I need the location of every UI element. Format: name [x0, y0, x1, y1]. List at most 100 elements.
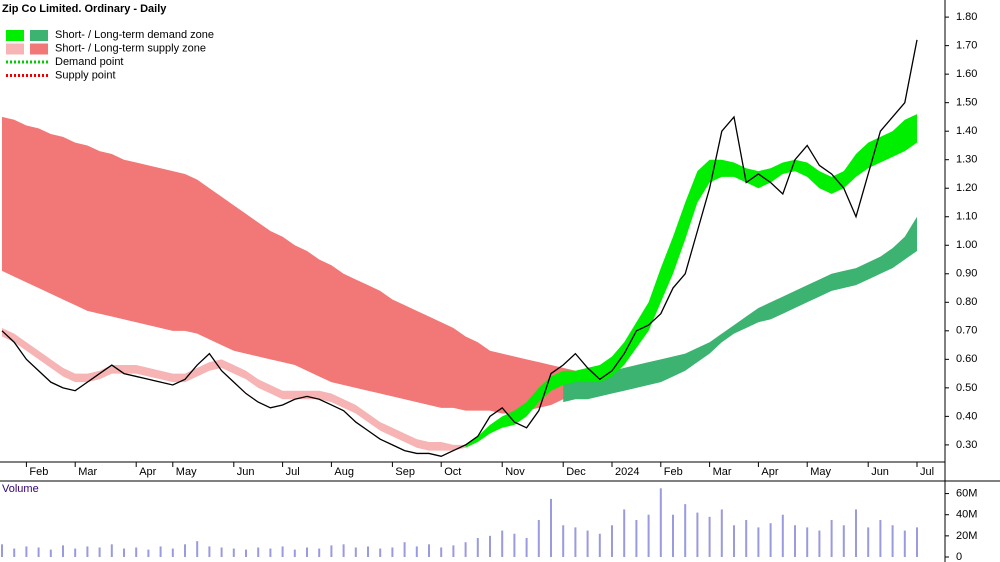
volume-bar: [86, 546, 89, 557]
volume-bar: [586, 530, 589, 557]
volume-bar: [391, 547, 394, 557]
volume-tick-label: 40M: [956, 509, 977, 521]
volume-bar: [171, 548, 174, 557]
zone-band: [563, 216, 917, 403]
y-tick-label: 0.80: [956, 296, 977, 308]
legend-label: Supply point: [55, 69, 116, 81]
volume-bar: [98, 547, 101, 557]
volume-bar: [574, 527, 577, 557]
volume-bar: [830, 520, 833, 557]
volume-bar: [330, 545, 333, 557]
volume-bar: [781, 514, 784, 557]
x-tick-label: Jul: [286, 466, 300, 478]
volume-bar: [513, 533, 516, 557]
volume-bar: [452, 545, 455, 557]
volume-bar: [684, 504, 687, 557]
volume-bar: [196, 541, 199, 557]
x-tick-label: Feb: [29, 466, 48, 478]
volume-bar: [659, 488, 662, 557]
y-tick-label: 1.50: [956, 97, 977, 109]
volume-bar: [318, 548, 321, 557]
legend-label: Short- / Long-term demand zone: [55, 29, 214, 41]
legend-swatch: [30, 30, 48, 41]
y-tick-label: 0.30: [956, 439, 977, 451]
volume-bar: [184, 544, 186, 557]
x-tick-label: Apr: [761, 466, 778, 478]
volume-bar: [623, 509, 626, 557]
plot: [1, 39, 918, 457]
volume-bar: [489, 535, 491, 557]
y-tick-label: 1.30: [956, 154, 977, 166]
y-tick-label: 0.60: [956, 353, 977, 365]
volume-bar: [159, 546, 162, 557]
volume-bar: [672, 514, 674, 557]
y-tick-label: 1.80: [956, 11, 977, 23]
volume-bar: [403, 542, 406, 557]
volume-bar: [598, 533, 601, 557]
legend-label: Short- / Long-term supply zone: [55, 42, 206, 54]
volume-bar: [415, 546, 418, 557]
volume-bar: [464, 542, 467, 557]
volume-bar: [696, 512, 699, 557]
volume-bar: [269, 548, 272, 557]
volume-bar: [354, 547, 357, 557]
volume-bar: [720, 509, 723, 557]
y-tick-label: 0.90: [956, 268, 977, 280]
volume-bar: [757, 527, 760, 557]
y-tick-label: 0.50: [956, 382, 977, 394]
x-tick-label: 2024: [615, 466, 639, 478]
volume-bar: [891, 525, 894, 557]
volume-bar: [611, 525, 613, 557]
volume-bar: [501, 530, 504, 557]
x-tick-label: Jun: [237, 466, 255, 478]
volume-bar: [745, 520, 748, 557]
volume-bar: [525, 537, 528, 557]
volume-bar: [25, 546, 28, 557]
price-line: [1, 39, 918, 457]
volume-bar: [232, 548, 235, 557]
volume-bar: [769, 523, 772, 557]
volume-bar: [647, 514, 650, 557]
volume-bar: [208, 546, 211, 557]
volume-bar: [806, 527, 809, 557]
volume-bar: [147, 549, 150, 557]
volume-bar: [842, 525, 845, 557]
volume-bar: [74, 548, 77, 557]
volume-bar: [257, 547, 260, 557]
volume-bar: [293, 549, 296, 557]
x-tick-label: Dec: [566, 466, 586, 478]
volume-bar: [13, 548, 16, 557]
legend-swatch: [6, 30, 24, 41]
volume-bar: [818, 530, 821, 557]
volume-bar: [49, 549, 52, 557]
volume-bar: [635, 520, 638, 557]
x-tick-label: May: [176, 466, 197, 478]
y-tick-label: 1.20: [956, 182, 977, 194]
x-tick-label: Apr: [139, 466, 156, 478]
x-tick-label: Nov: [505, 466, 525, 478]
x-tick-label: Oct: [444, 466, 461, 478]
volume-bar: [281, 546, 284, 557]
x-tick-label: Mar: [78, 466, 97, 478]
y-tick-label: 0.40: [956, 410, 977, 422]
x-tick-label: Feb: [664, 466, 683, 478]
volume-bar: [562, 525, 565, 557]
volume-bar: [123, 548, 125, 557]
chart-title: Zip Co Limited. Ordinary - Daily: [2, 3, 167, 15]
volume-bar: [220, 547, 223, 557]
x-tick-label: Sep: [395, 466, 415, 478]
volume-bar: [306, 547, 308, 557]
volume-bar: [342, 544, 345, 557]
volume-bar: [708, 516, 711, 557]
x-tick-label: Jul: [920, 466, 934, 478]
volume-bar: [135, 547, 138, 557]
volume-bar: [794, 525, 796, 557]
x-tick-label: Mar: [713, 466, 732, 478]
volume-bar: [867, 527, 870, 557]
volume-tick-label: 20M: [956, 530, 977, 542]
volume-title: Volume: [2, 483, 39, 495]
legend-label: Demand point: [55, 56, 124, 68]
